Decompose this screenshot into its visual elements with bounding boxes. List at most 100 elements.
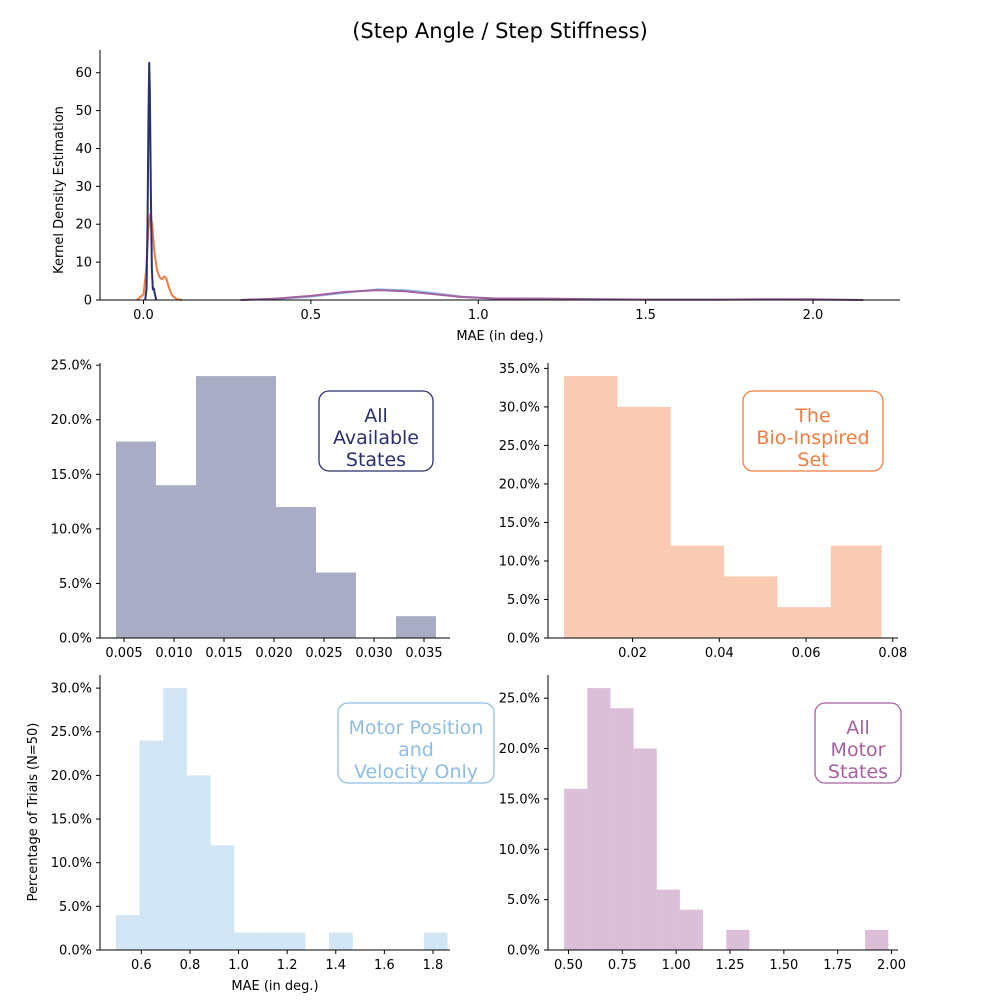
series-label-box [742,390,884,472]
x-tick-label: 1.2 [277,958,298,973]
x-axis-label: MAE (in deg.) [231,979,318,994]
x-tick-label: 0.50 [554,958,583,973]
histogram-bar [564,376,618,638]
kde-series-line [240,289,864,301]
x-tick-label: 0.5 [301,308,322,323]
x-tick-label: 1.50 [769,958,798,973]
y-tick-label: 15.0% [51,813,92,828]
x-tick-label: 0.035 [405,646,442,661]
y-tick-label: 40 [75,142,92,157]
y-tick-label: 10.0% [51,856,92,871]
y-axis-label: Kernel Density Estimation [52,106,67,274]
y-tick-label: 30.0% [499,400,540,415]
y-tick-label: 25.0% [51,725,92,740]
y-tick-label: 30.0% [51,682,92,697]
y-tick-label: 10.0% [499,554,540,569]
x-tick-label: 0.020 [255,646,292,661]
y-tick-label: 15.0% [51,468,92,483]
histogram-bar [234,932,258,950]
y-tick-label: 0.0% [507,944,540,959]
series-label-box [318,390,434,472]
y-tick-label: 15.0% [499,792,540,807]
x-tick-label: 0.030 [355,646,392,661]
motor-position-velocity-histogram: 0.6 0.8 1.0 1.2 1.4 1.6 1.8 0.0% 5.0% 10.0% 15.0% 2… [26,675,495,994]
histogram-bar [186,775,211,950]
histogram-bar [139,740,164,950]
series-label-box [337,702,495,784]
kde-series-line [136,213,183,301]
histogram-bar [156,485,196,638]
histogram-bar [257,932,282,950]
histogram-bar [210,845,235,950]
y-tick-label: 0 [84,294,92,309]
x-tick-label: 2.00 [877,958,906,973]
y-tick-label: 5.0% [59,900,92,915]
x-tick-label: 1.0 [228,958,249,973]
x-tick-label: 1.4 [325,958,346,973]
y-tick-label: 10 [75,256,92,271]
x-tick-label: 1.75 [823,958,852,973]
histogram-bar [276,507,316,638]
histogram-bar [830,545,882,638]
y-tick-label: 0.0% [507,632,540,647]
x-tick-label: 0.08 [878,646,907,661]
y-tick-label: 35.0% [499,362,540,377]
histogram-bar [316,572,356,638]
histogram-bar [587,688,611,950]
histogram-bar [656,889,680,950]
histogram-bar [236,376,276,638]
x-tick-label: 0.005 [105,646,142,661]
histogram-bar [610,708,634,950]
y-tick-label: 20.0% [499,742,540,757]
y-tick-label: 5.0% [507,593,540,608]
kde-series-line [144,61,158,301]
histogram-bar [724,576,778,638]
y-tick-label: 50 [75,104,92,119]
histogram-bar [726,929,750,950]
x-tick-label: 1.0 [468,308,489,323]
x-tick-label: 0.025 [305,646,342,661]
y-tick-label: 10.0% [499,843,540,858]
histogram-bar [865,929,889,950]
series-label: Motor Position and Velocity Only [349,717,484,783]
histogram-bar [116,441,156,638]
x-tick-label: 1.25 [716,958,745,973]
x-tick-label: 2.0 [803,308,824,323]
x-tick-label: 1.5 [635,308,656,323]
histogram-bar [396,616,436,638]
histogram-bar [423,932,448,950]
x-tick-label: 0.6 [131,958,152,973]
x-tick-label: 0.02 [618,646,647,661]
y-axis-label: Percentage of Trials (N=50) [26,723,41,902]
y-tick-label: 25.0% [499,692,540,707]
y-tick-label: 0.0% [59,632,92,647]
x-tick-label: 0.8 [180,958,201,973]
y-tick-label: 15.0% [499,516,540,531]
histogram-bar [679,909,704,950]
histogram-bar [196,376,236,638]
histogram-bar [617,406,671,638]
y-tick-label: 0.0% [59,944,92,959]
histogram-bar [163,688,187,950]
bio-inspired-set-histogram: 0.02 0.04 0.06 0.08 0.0% 5.0% 10.0% 15.0% 20.0% 2… [499,362,908,661]
series-label-box [814,702,902,784]
series-label: All Available States [333,405,419,471]
y-tick-label: 20.0% [51,769,92,784]
y-tick-label: 10.0% [51,522,92,537]
x-tick-label: 1.6 [374,958,395,973]
x-axis-label: MAE (in deg.) [456,329,543,344]
histogram-bar [281,932,306,950]
y-tick-label: 20.0% [51,413,92,428]
y-tick-label: 5.0% [59,577,92,592]
y-tick-label: 25.0% [499,439,540,454]
x-tick-label: 1.8 [423,958,444,973]
series-label: All Motor States [828,717,888,783]
all-available-states-histogram: 0.005 0.010 0.015 0.020 0.025 0.030 0.035 0.0% 5… [51,359,450,661]
histogram-bar [329,932,353,950]
kde-plot: 0.0 0.5 1.0 1.5 2.0 0 10 20 30 40 50 60 MAE (in deg.… [52,50,900,344]
y-tick-label: 20.0% [499,477,540,492]
x-tick-label: 0.75 [608,958,637,973]
histogram-bar [115,915,140,950]
histogram-bar [777,607,831,638]
